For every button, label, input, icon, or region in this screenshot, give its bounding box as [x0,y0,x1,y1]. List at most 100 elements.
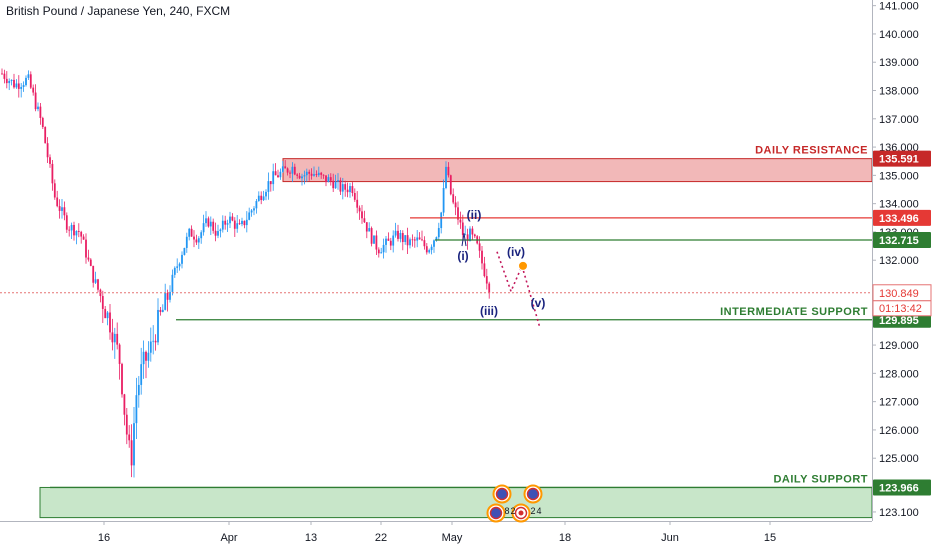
price-tick-label: 127.000 [879,397,919,409]
event-badge-count: 2 [510,506,515,516]
candle-body [406,235,409,246]
candle-body [255,200,258,209]
candle-body [85,239,87,258]
price-label: 132.715 [879,235,919,247]
candle-body [363,218,366,223]
candle-body [423,240,426,247]
candle-body [41,117,44,128]
candle-body [433,240,435,247]
candle-body [68,229,71,231]
wave-arrow [461,233,467,247]
candle-body [212,221,215,231]
candle-body [214,230,217,236]
candle-body [101,296,104,309]
candle-body [181,254,183,264]
candle-body [13,79,15,88]
candle-body [317,172,320,176]
candle-body [457,207,459,220]
candle-body [133,423,135,466]
candle-body [142,351,145,365]
candle-body [454,202,457,208]
candle-body [149,341,152,353]
candle-body [89,259,92,266]
candle-body [233,220,236,229]
time-tick-label: 16 [98,532,110,544]
candle-body [188,228,191,237]
candle-body [171,274,174,292]
candle-body [382,244,385,253]
candle-body [125,414,128,435]
candle-body [152,340,155,342]
candle-body [202,223,205,233]
candle-body [459,219,462,223]
time-tick-label: 13 [305,532,317,544]
candle-body [337,180,339,182]
candle-body [409,239,411,246]
event-badge-count: 8 [504,506,509,516]
price-tick-label: 137.000 [879,114,919,126]
candle-body [253,208,255,211]
candle-body [97,279,99,290]
candle-body [178,263,181,267]
candle-body [310,173,313,176]
candle-body [161,309,164,312]
candle-body [279,171,282,178]
candle-body [445,166,447,189]
candle-body [269,181,272,185]
candle-body [166,292,169,300]
wave-label: (i) [457,249,468,263]
candle-body [3,73,6,79]
candle-body [291,166,294,174]
candle-body [46,143,49,158]
candle-body [485,276,488,284]
event-badge-count: 2 [530,506,535,516]
candle-body [164,292,167,310]
candle-body [190,228,193,237]
candle-body [94,279,97,283]
candle-body [385,238,387,245]
candle-body [332,180,335,189]
candle-body [358,207,361,212]
candle-body [322,174,325,176]
candle-body [404,235,407,243]
price-tick-label: 125.000 [879,453,919,465]
candle-body [49,157,51,164]
candle-body [428,250,431,253]
zone-daily-resistance [282,158,873,183]
candle-body [473,234,476,237]
price-label: 129.895 [879,315,919,327]
candle-body [289,172,291,174]
candle-body [373,235,375,244]
wave-label: (iii) [480,304,498,318]
candle-body [387,238,390,241]
time-tick-label: Jun [661,532,679,544]
candle-body [236,223,239,229]
candle-body [51,163,54,184]
price-label: 135.591 [879,154,919,166]
zone-label: DAILY RESISTANCE [755,145,868,157]
candle-body [298,175,301,179]
price-tick-label: 123.100 [879,507,919,519]
countdown-box [872,300,932,317]
candle-body [461,222,464,235]
candle-body [27,74,30,78]
candle-body [37,106,39,110]
candle-body [341,184,344,192]
candle-body [130,440,133,466]
candle-body [226,223,229,225]
candle-body [353,193,356,200]
candle-body [15,83,18,88]
candle-body [176,266,179,268]
chart-title: British Pound / Japanese Yen, 240, FXCM [6,4,231,18]
candle-body [238,223,241,225]
candle-body [140,364,143,385]
alert-marker-icon[interactable] [518,260,528,271]
candle-body [75,230,78,236]
candle-body [483,263,486,277]
time-tick-label: 15 [764,532,776,544]
wave-projection [496,251,541,329]
candle-body [22,85,25,87]
candle-body [351,186,354,194]
candle-body [195,239,198,243]
